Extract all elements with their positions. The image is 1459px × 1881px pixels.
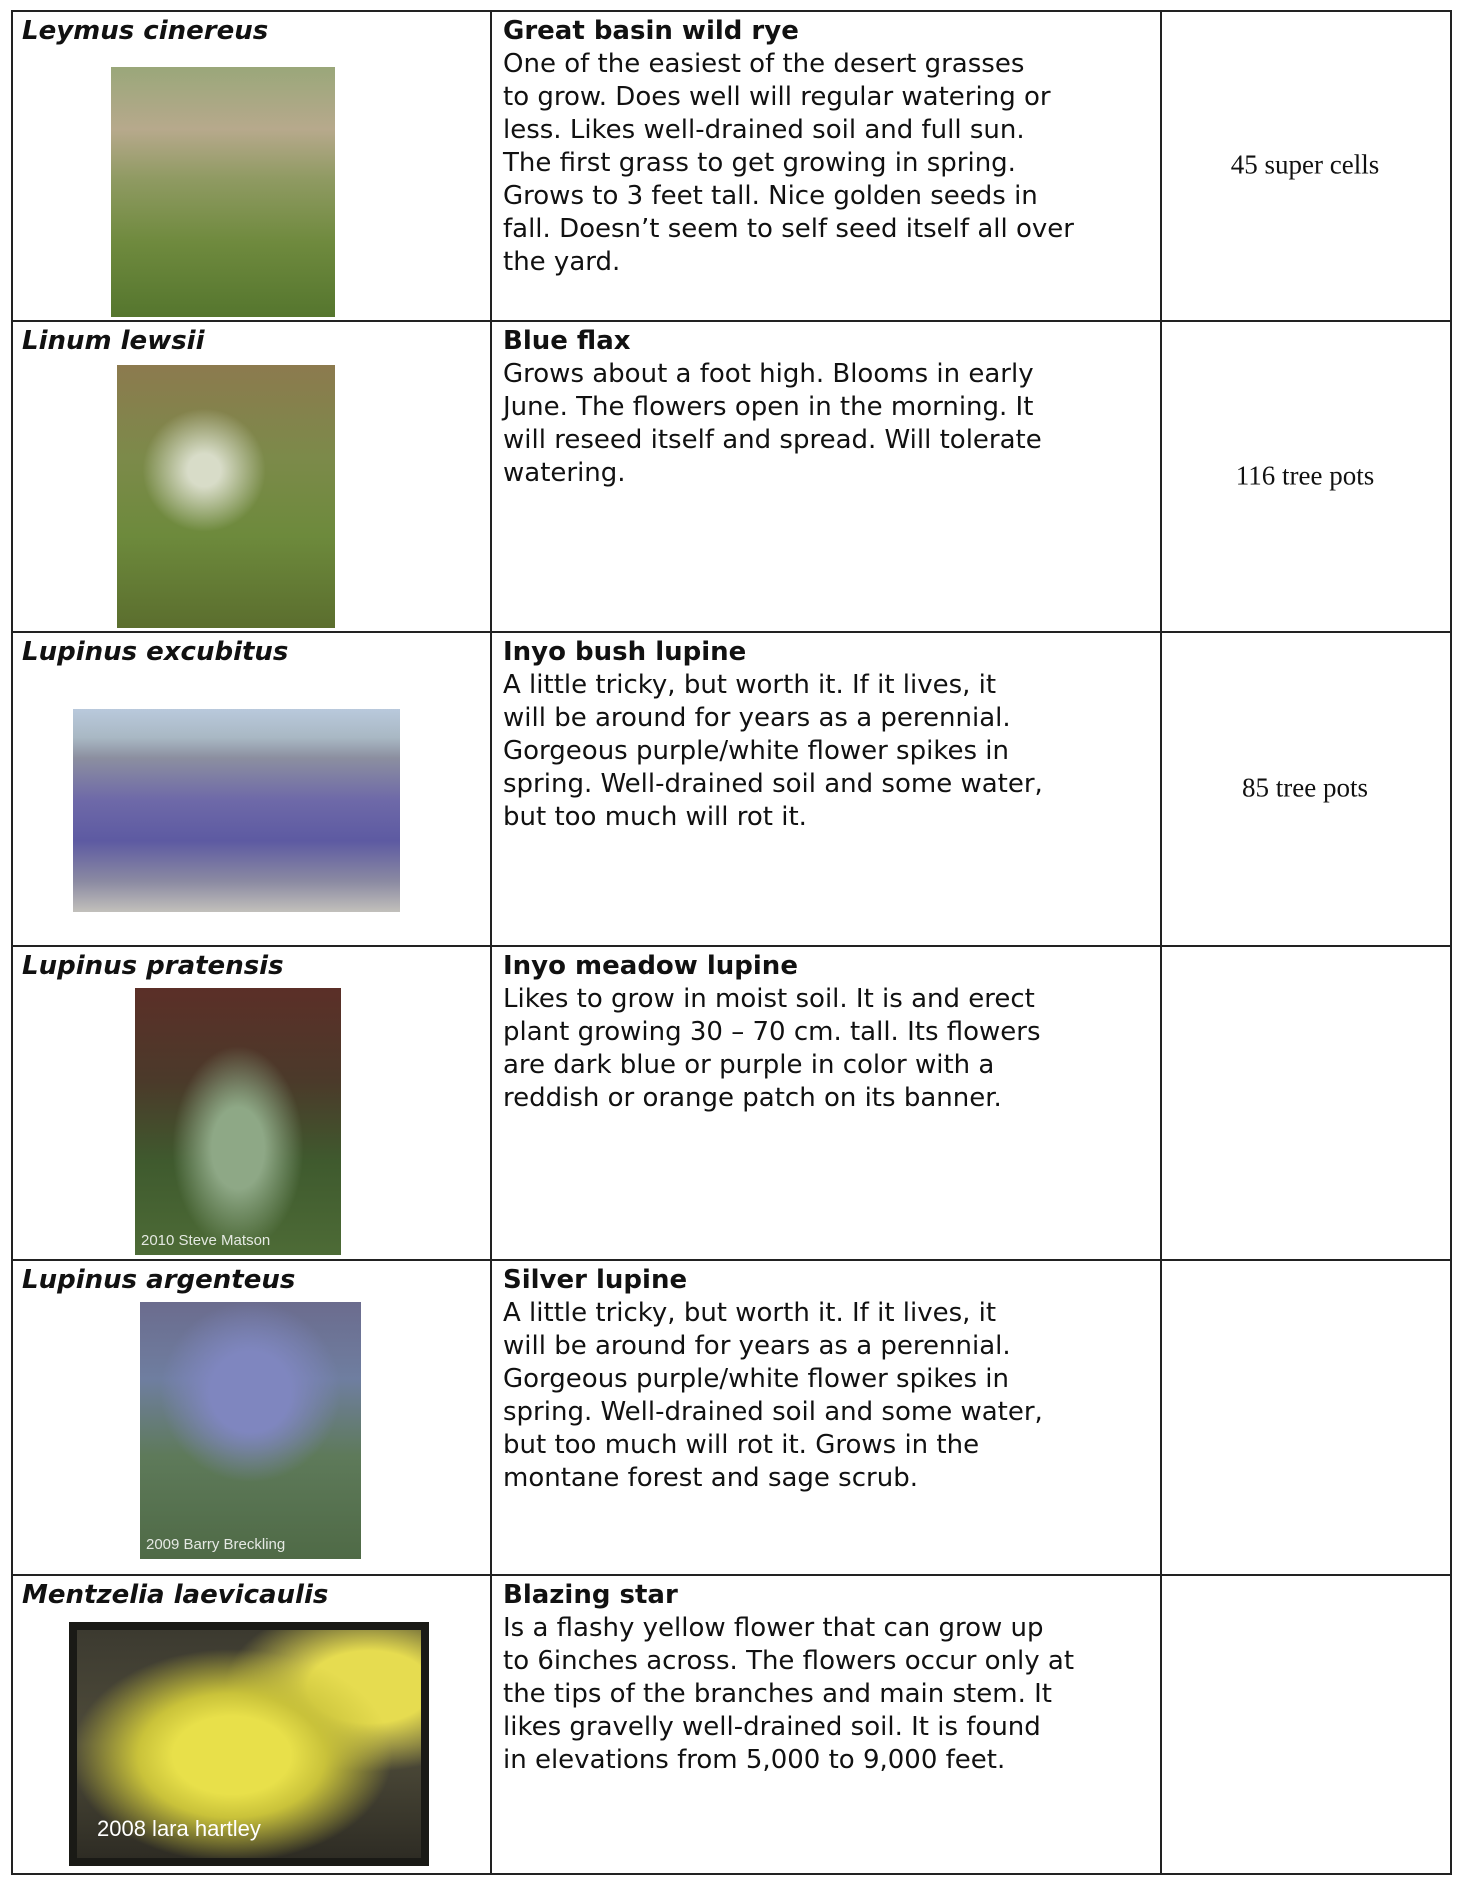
description-line: Is a flashy yellow flower that can grow … <box>503 1613 1044 1643</box>
description-line: fall. Doesn’t seem to self seed itself a… <box>503 214 1074 244</box>
column-rule <box>11 10 13 1875</box>
description-line: The first grass to get growing in spring… <box>503 148 1016 178</box>
row-rule <box>11 1574 1452 1576</box>
description-line: June. The flowers open in the morning. I… <box>503 392 1034 422</box>
description-line: One of the easiest of the desert grasses <box>503 49 1025 79</box>
description-line: A little tricky, but worth it. If it liv… <box>503 1298 997 1328</box>
common-name: Silver lupine <box>503 1265 688 1295</box>
row-rule <box>11 10 1452 12</box>
description-line: will be around for years as a perennial. <box>503 1331 1011 1361</box>
description-line: montane forest and sage scrub. <box>503 1463 918 1493</box>
description-line: are dark blue or purple in color with a <box>503 1050 995 1080</box>
photo-credit: 2009 Barry Breckling <box>146 1536 286 1553</box>
plant-photo: 2010 Steve Matson <box>135 988 341 1255</box>
description-line: but too much will rot it. Grows in the <box>503 1430 980 1460</box>
description-line: A little tricky, but worth it. If it liv… <box>503 670 997 700</box>
photo-credit: 2010 Steve Matson <box>141 1232 271 1249</box>
quantity: 116 tree pots <box>1235 460 1375 490</box>
plant-photo <box>73 709 400 912</box>
row-rule <box>11 320 1452 322</box>
description-line: Likes to grow in moist soil. It is and e… <box>503 984 1035 1014</box>
plant-photo: 2009 Barry Breckling <box>140 1302 361 1559</box>
quantity: 85 tree pots <box>1242 772 1368 803</box>
scientific-name: Lupinus excubitus <box>22 637 289 667</box>
description-line: Gorgeous purple/white flower spikes in <box>503 1364 1009 1394</box>
description-line: in elevations from 5,000 to 9,000 feet. <box>503 1745 1006 1775</box>
description-line: Grows about a foot high. Blooms in early <box>503 359 1034 389</box>
plant-photo <box>111 67 335 317</box>
photo-credit: 2008 lara hartley <box>97 1816 261 1841</box>
description-line: will reseed itself and spread. Will tole… <box>503 425 1042 455</box>
description-line: likes gravelly well-drained soil. It is … <box>503 1712 1041 1742</box>
description-line: watering. <box>503 458 626 488</box>
common-name: Blazing star <box>503 1580 678 1610</box>
scientific-name: Lupinus argenteus <box>22 1265 296 1295</box>
common-name: Blue flax <box>503 326 631 356</box>
common-name: Great basin wild rye <box>503 16 799 46</box>
description-line: the yard. <box>503 247 621 277</box>
description-line: to grow. Does well will regular watering… <box>503 82 1051 112</box>
row-rule <box>11 1873 1452 1875</box>
description-line: plant growing 30 – 70 cm. tall. Its flow… <box>503 1017 1041 1047</box>
column-rule <box>1160 10 1162 1875</box>
row-rule <box>11 945 1452 947</box>
description-line: but too much will rot it. <box>503 802 807 832</box>
description-line: reddish or orange patch on its banner. <box>503 1083 1002 1113</box>
scientific-name: Mentzelia laevicaulis <box>22 1580 329 1610</box>
plant-photo: 2008 lara hartley <box>69 1622 429 1866</box>
description-line: Grows to 3 feet tall. Nice golden seeds … <box>503 181 1038 211</box>
description-line: the tips of the branches and main stem. … <box>503 1679 1052 1709</box>
description-line: spring. Well-drained soil and some water… <box>503 769 1043 799</box>
common-name: Inyo bush lupine <box>503 637 747 667</box>
column-rule <box>1450 10 1452 1875</box>
description-line: to 6inches across. The flowers occur onl… <box>503 1646 1075 1676</box>
row-rule <box>11 1259 1452 1261</box>
scientific-name: Lupinus pratensis <box>22 951 284 981</box>
common-name: Inyo meadow lupine <box>503 951 798 981</box>
quantity: 45 super cells <box>1230 149 1380 180</box>
row-rule <box>11 631 1452 633</box>
description-line: will be around for years as a perennial. <box>503 703 1011 733</box>
description-line: spring. Well-drained soil and some water… <box>503 1397 1043 1427</box>
plant-photo <box>117 365 335 628</box>
description-line: less. Likes well-drained soil and full s… <box>503 115 1025 145</box>
column-rule <box>490 10 492 1875</box>
scientific-name: Leymus cinereus <box>22 16 269 46</box>
scientific-name: Linum lewsii <box>22 326 205 356</box>
description-line: Gorgeous purple/white flower spikes in <box>503 736 1009 766</box>
